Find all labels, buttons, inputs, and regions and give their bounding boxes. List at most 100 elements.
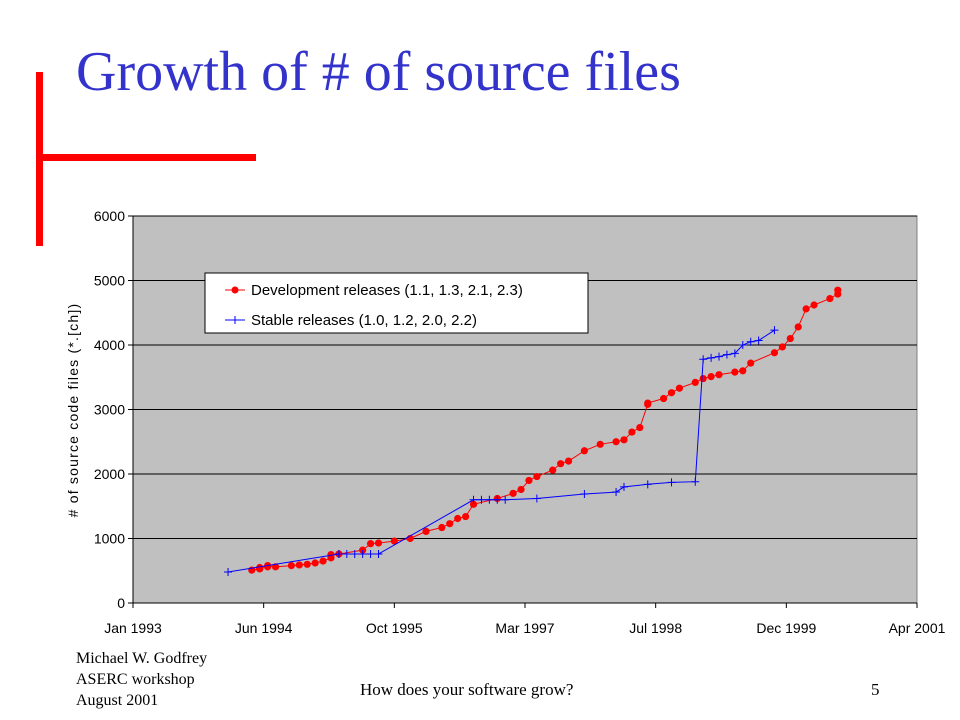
footer-author: Michael W. Godfrey ASERC workshop August…: [76, 648, 207, 711]
data-point: [612, 438, 620, 446]
data-point: [469, 495, 478, 504]
x-axis-ticks: Jan 1993 Jun 1994 Oct 1995 Mar 1997 Jul 1998…: [104, 602, 946, 636]
data-point: [311, 559, 319, 567]
y-tick-label: 6000: [94, 208, 125, 224]
accent-bar-horizontal: [36, 154, 256, 161]
data-point: [675, 384, 684, 392]
data-point: [691, 378, 699, 387]
data-point: [699, 355, 708, 364]
data-point: [810, 301, 818, 309]
footer-author-name: Michael W. Godfrey: [76, 650, 208, 667]
data-point: [826, 294, 834, 303]
data-point: [366, 549, 375, 558]
legend-swatch-dev-marker: [231, 286, 239, 294]
data-point: [596, 440, 604, 448]
data-point: [834, 286, 842, 294]
y-tick-label: 0: [117, 595, 125, 611]
slide-title: Growth of # of source files: [76, 41, 681, 103]
data-point: [699, 374, 707, 383]
data-point: [303, 560, 311, 568]
data-point: [770, 349, 779, 357]
data-point: [454, 514, 462, 523]
x-tick-label: Apr 2001: [889, 620, 946, 636]
x-tick-label: Jul 1998: [629, 620, 682, 636]
y-tick-label: 1000: [94, 531, 125, 547]
data-point: [446, 520, 454, 528]
data-point: [374, 549, 383, 558]
data-point: [644, 399, 652, 407]
data-point: [802, 305, 810, 313]
data-point: [485, 495, 494, 504]
footer-subtitle: How does your software grow?: [360, 680, 574, 699]
data-point: [730, 349, 739, 358]
y-axis-ticks: 0 1000 2000 3000 4000 5000 6000: [94, 208, 134, 611]
data-point: [628, 428, 636, 436]
data-point: [319, 557, 327, 565]
data-point: [659, 394, 668, 403]
legend-item-stable: Stable releases (1.0, 1.2, 2.0, 2.2): [251, 312, 477, 329]
data-point: [509, 489, 517, 497]
data-point: [747, 359, 755, 367]
data-point: [256, 563, 264, 572]
y-axis-label: # of source code files (*.[ch]): [65, 303, 81, 518]
data-point: [643, 480, 652, 489]
legend-swatch-stable-marker: [231, 316, 239, 324]
data-point: [786, 334, 794, 343]
data-point: [707, 353, 716, 362]
x-tick-label: Dec 1999: [756, 620, 816, 636]
legend-item-dev: Development releases (1.1, 1.3, 2.1, 2.3…: [251, 282, 523, 299]
data-point: [715, 371, 723, 379]
data-point: [422, 527, 430, 536]
page-number: 5: [871, 680, 880, 699]
series-1: [224, 326, 779, 577]
data-point: [358, 549, 367, 558]
y-tick-label: 5000: [94, 273, 125, 289]
data-point: [580, 489, 589, 498]
data-point: [532, 494, 541, 503]
data-point: [390, 537, 398, 545]
data-point: [612, 488, 621, 497]
legend: Development releases (1.1, 1.3, 2.1, 2.3…: [204, 272, 589, 334]
x-tick-label: Jun 1994: [235, 620, 293, 636]
data-point: [366, 540, 375, 548]
data-point: [770, 326, 779, 335]
data-point: [619, 482, 628, 491]
footer-event: ASERC workshop: [76, 671, 195, 688]
data-point: [667, 389, 676, 397]
data-point: [778, 343, 786, 351]
data-point: [564, 457, 573, 465]
data-point: [549, 466, 557, 474]
data-point: [374, 539, 383, 547]
data-point: [525, 476, 533, 485]
y-tick-label: 4000: [94, 337, 125, 353]
data-point: [438, 523, 446, 532]
series-layer: [224, 286, 842, 577]
data-point: [731, 368, 739, 376]
data-point: [533, 472, 541, 481]
data-point: [350, 549, 359, 558]
y-tick-label: 2000: [94, 466, 125, 482]
data-point: [477, 495, 486, 504]
data-point: [715, 352, 724, 361]
x-tick-label: Mar 1997: [495, 620, 554, 636]
y-tick-label: 3000: [94, 402, 125, 418]
data-point: [754, 336, 763, 345]
data-point: [287, 561, 295, 570]
data-point: [462, 512, 470, 521]
x-tick-label: Jan 1993: [104, 620, 162, 636]
data-point: [224, 568, 233, 577]
data-point: [667, 478, 676, 487]
data-point: [620, 436, 628, 444]
data-point: [295, 561, 303, 569]
data-point: [580, 447, 588, 455]
x-tick-label: Oct 1995: [366, 620, 423, 636]
legend-box: [204, 272, 589, 334]
data-point: [636, 423, 644, 432]
data-point: [794, 323, 802, 331]
data-point: [517, 485, 525, 494]
data-point: [746, 337, 755, 346]
data-point: [739, 367, 747, 375]
data-point: [469, 500, 478, 508]
data-point: [722, 350, 731, 359]
